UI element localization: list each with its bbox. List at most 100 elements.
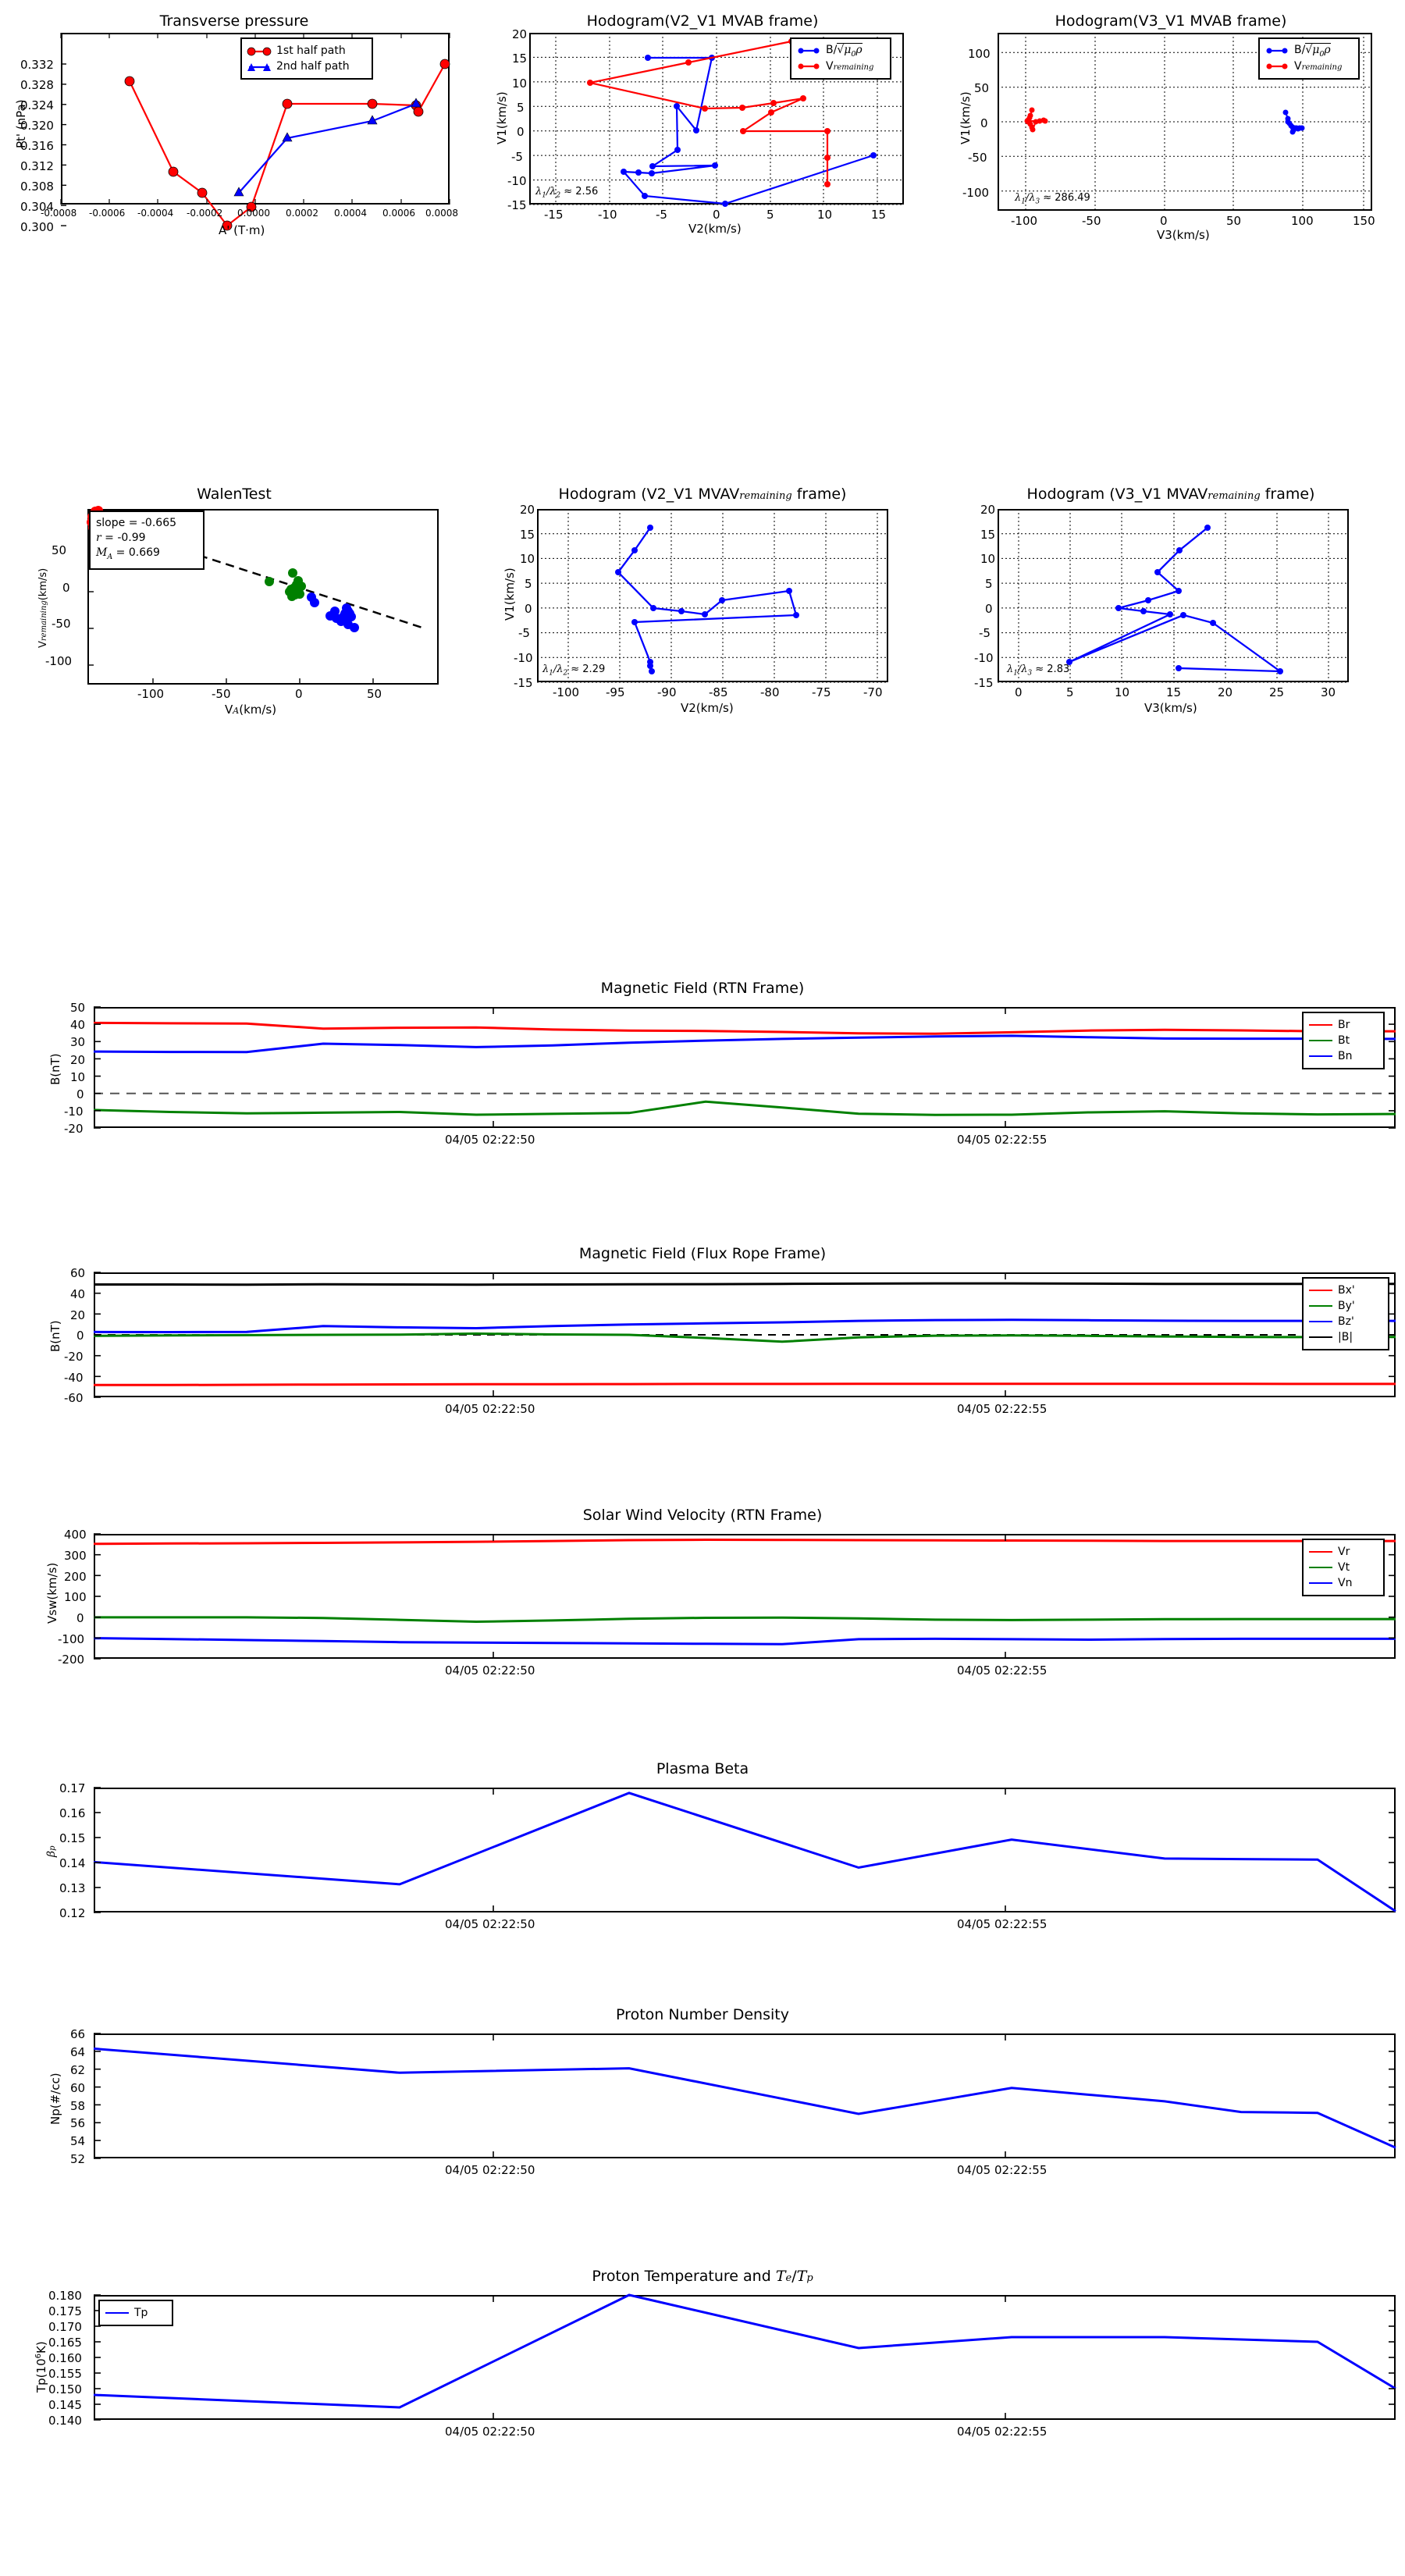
legend-marker-line-blue xyxy=(797,47,820,55)
legend-swatch-Bmag xyxy=(1309,1336,1332,1338)
y-tick-label: 0.165 xyxy=(48,2336,82,2350)
y-tick-label: 52 xyxy=(70,2152,86,2166)
x-tick-label: 04/05 02:22:50 xyxy=(445,2425,535,2439)
walen-stats-box: slope = -0.665 r = -0.99 MA = 0.669 xyxy=(89,511,205,570)
y-tick-label: -100 xyxy=(45,654,73,668)
legend-item[interactable]: Br xyxy=(1309,1017,1378,1033)
y-tick-label: 200 xyxy=(64,1570,87,1584)
series-group-blue xyxy=(307,592,359,632)
y-ticks xyxy=(94,1787,1396,1913)
y-tick-label: -50 xyxy=(968,151,987,165)
legend[interactable]: B/√μ0ρ Vremaining xyxy=(790,37,891,80)
legend[interactable]: 1st half path 2nd half path xyxy=(240,37,373,80)
y-axis-label: Vremaining(km/s) xyxy=(37,568,49,648)
legend-item[interactable]: B/√μ0ρ xyxy=(1265,42,1353,59)
y-tick-label: -20 xyxy=(64,1350,84,1364)
y-axis-label: V1(km/s) xyxy=(495,91,509,144)
x-tick-label: 0.0000 xyxy=(237,208,270,219)
x-tick-label: -10 xyxy=(598,208,617,222)
legend[interactable]: Br Bt Bn xyxy=(1302,1012,1385,1069)
x-ticks xyxy=(493,1534,1006,1659)
legend-swatch-Vt xyxy=(1309,1567,1332,1568)
legend-item[interactable]: B/√μ0ρ xyxy=(797,42,884,59)
legend-marker-triangle xyxy=(247,62,271,71)
y-tick-label: 40 xyxy=(70,1287,86,1301)
legend[interactable]: Bx' By' Bz' |B| xyxy=(1302,1277,1389,1350)
x-axis-label: V2(km/s) xyxy=(688,222,742,236)
panel-proton-number-density: Proton Number Density 52 54 56 58 60 62 … xyxy=(0,2006,1405,2186)
legend-item[interactable]: Tp xyxy=(105,2305,166,2321)
plot-area xyxy=(93,1533,1396,1660)
x-tick-label: 04/05 02:22:50 xyxy=(445,2163,535,2177)
series-Np xyxy=(93,2047,1396,2149)
y-tick-label: 0 xyxy=(62,581,70,595)
y-tick-label: 0.320 xyxy=(20,119,54,133)
y-tick-label: 0.324 xyxy=(20,98,54,112)
legend-item[interactable]: Vremaining xyxy=(797,59,884,74)
y-tick-label: 64 xyxy=(70,2045,86,2059)
walen-r: r = -0.99 xyxy=(96,532,146,544)
legend[interactable]: Tp xyxy=(98,2300,173,2326)
series-Bn xyxy=(93,1034,1396,1054)
y-tick-label: -5 xyxy=(511,150,523,164)
y-tick-label: -15 xyxy=(507,198,527,212)
legend-item[interactable]: Vr xyxy=(1309,1544,1378,1560)
x-tick-label: -80 xyxy=(760,685,780,699)
y-tick-label: -40 xyxy=(64,1371,84,1385)
legend-label-b-alfven: B/√μ0ρ xyxy=(826,42,863,59)
panel-hodogram-v2v1-mvav: Hodogram (V2_V1 MVAVremaining frame) -15… xyxy=(468,468,937,715)
gridlines xyxy=(537,509,888,683)
series-Vn xyxy=(93,1637,1396,1646)
legend-swatch-Br xyxy=(1309,1024,1332,1026)
series-plasma-beta xyxy=(93,1791,1396,1912)
legend-swatch-Bz xyxy=(1309,1321,1332,1322)
legend-item[interactable]: 1st half path xyxy=(247,43,366,59)
y-tick-label: 0.150 xyxy=(48,2382,82,2396)
y-tick-label: 0 xyxy=(517,125,525,139)
panel-title: Proton Temperature and Te/Tp xyxy=(592,2268,813,2285)
legend-item[interactable]: Bn xyxy=(1309,1048,1378,1064)
plot-area xyxy=(93,2293,1396,2421)
legend-label: Tp xyxy=(134,2307,148,2319)
series-v-remaining xyxy=(589,40,829,184)
y-tick-label: 60 xyxy=(70,1266,86,1280)
y-tick-label: 66 xyxy=(70,2027,86,2041)
panel-walen-test: WalenTest xyxy=(0,468,468,717)
legend-item[interactable]: Bz' xyxy=(1309,1314,1382,1329)
y-tick-label: 15 xyxy=(980,528,996,542)
legend-item[interactable]: Bx' xyxy=(1309,1283,1382,1298)
series-b-alfven-markers xyxy=(621,55,877,207)
y-tick-label: -100 xyxy=(58,1632,85,1646)
series-mvav-markers xyxy=(1066,525,1283,674)
legend-item[interactable]: 2nd half path xyxy=(247,59,366,74)
legend-label-v-remaining: Vremaining xyxy=(1294,60,1343,73)
legend-swatch-Bx xyxy=(1309,1290,1332,1291)
y-axis-label: B(nT) xyxy=(48,1320,62,1352)
y-tick-label: 15 xyxy=(512,52,528,66)
y-tick-label: -5 xyxy=(979,626,991,640)
legend-marker-line-red xyxy=(1265,62,1289,70)
y-tick-label: 300 xyxy=(64,1549,87,1563)
panel-title: Magnetic Field (RTN Frame) xyxy=(600,980,805,997)
legend-swatch-Vn xyxy=(1309,1582,1332,1584)
legend-item[interactable]: Vt xyxy=(1309,1560,1378,1575)
y-tick-label: 0.13 xyxy=(59,1881,86,1895)
x-tick-label: 04/05 02:22:55 xyxy=(957,1663,1048,1678)
legend[interactable]: B/√μ0ρ Vremaining xyxy=(1258,37,1360,80)
x-tick-label: 04/05 02:22:55 xyxy=(957,1133,1048,1147)
legend-label: Bz' xyxy=(1338,1315,1354,1328)
legend-item[interactable]: |B| xyxy=(1309,1329,1382,1345)
y-tick-label: -20 xyxy=(64,1122,84,1136)
legend[interactable]: Vr Vt Vn xyxy=(1302,1539,1385,1596)
legend-item[interactable]: Bt xyxy=(1309,1033,1378,1048)
plot-area xyxy=(93,1006,1396,1129)
x-ticks xyxy=(493,1272,1006,1397)
legend-item[interactable]: By' xyxy=(1309,1298,1382,1314)
legend-label: Vn xyxy=(1338,1577,1353,1589)
eigenvalue-ratio-annotation: λ1/λ2 ≈ 2.56 xyxy=(535,186,599,200)
y-tick-label: 40 xyxy=(70,1018,86,1032)
plot-area xyxy=(93,1787,1396,1913)
legend-item[interactable]: Vremaining xyxy=(1265,59,1353,74)
legend-item[interactable]: Vn xyxy=(1309,1575,1378,1591)
x-tick-label: -50 xyxy=(212,687,231,701)
